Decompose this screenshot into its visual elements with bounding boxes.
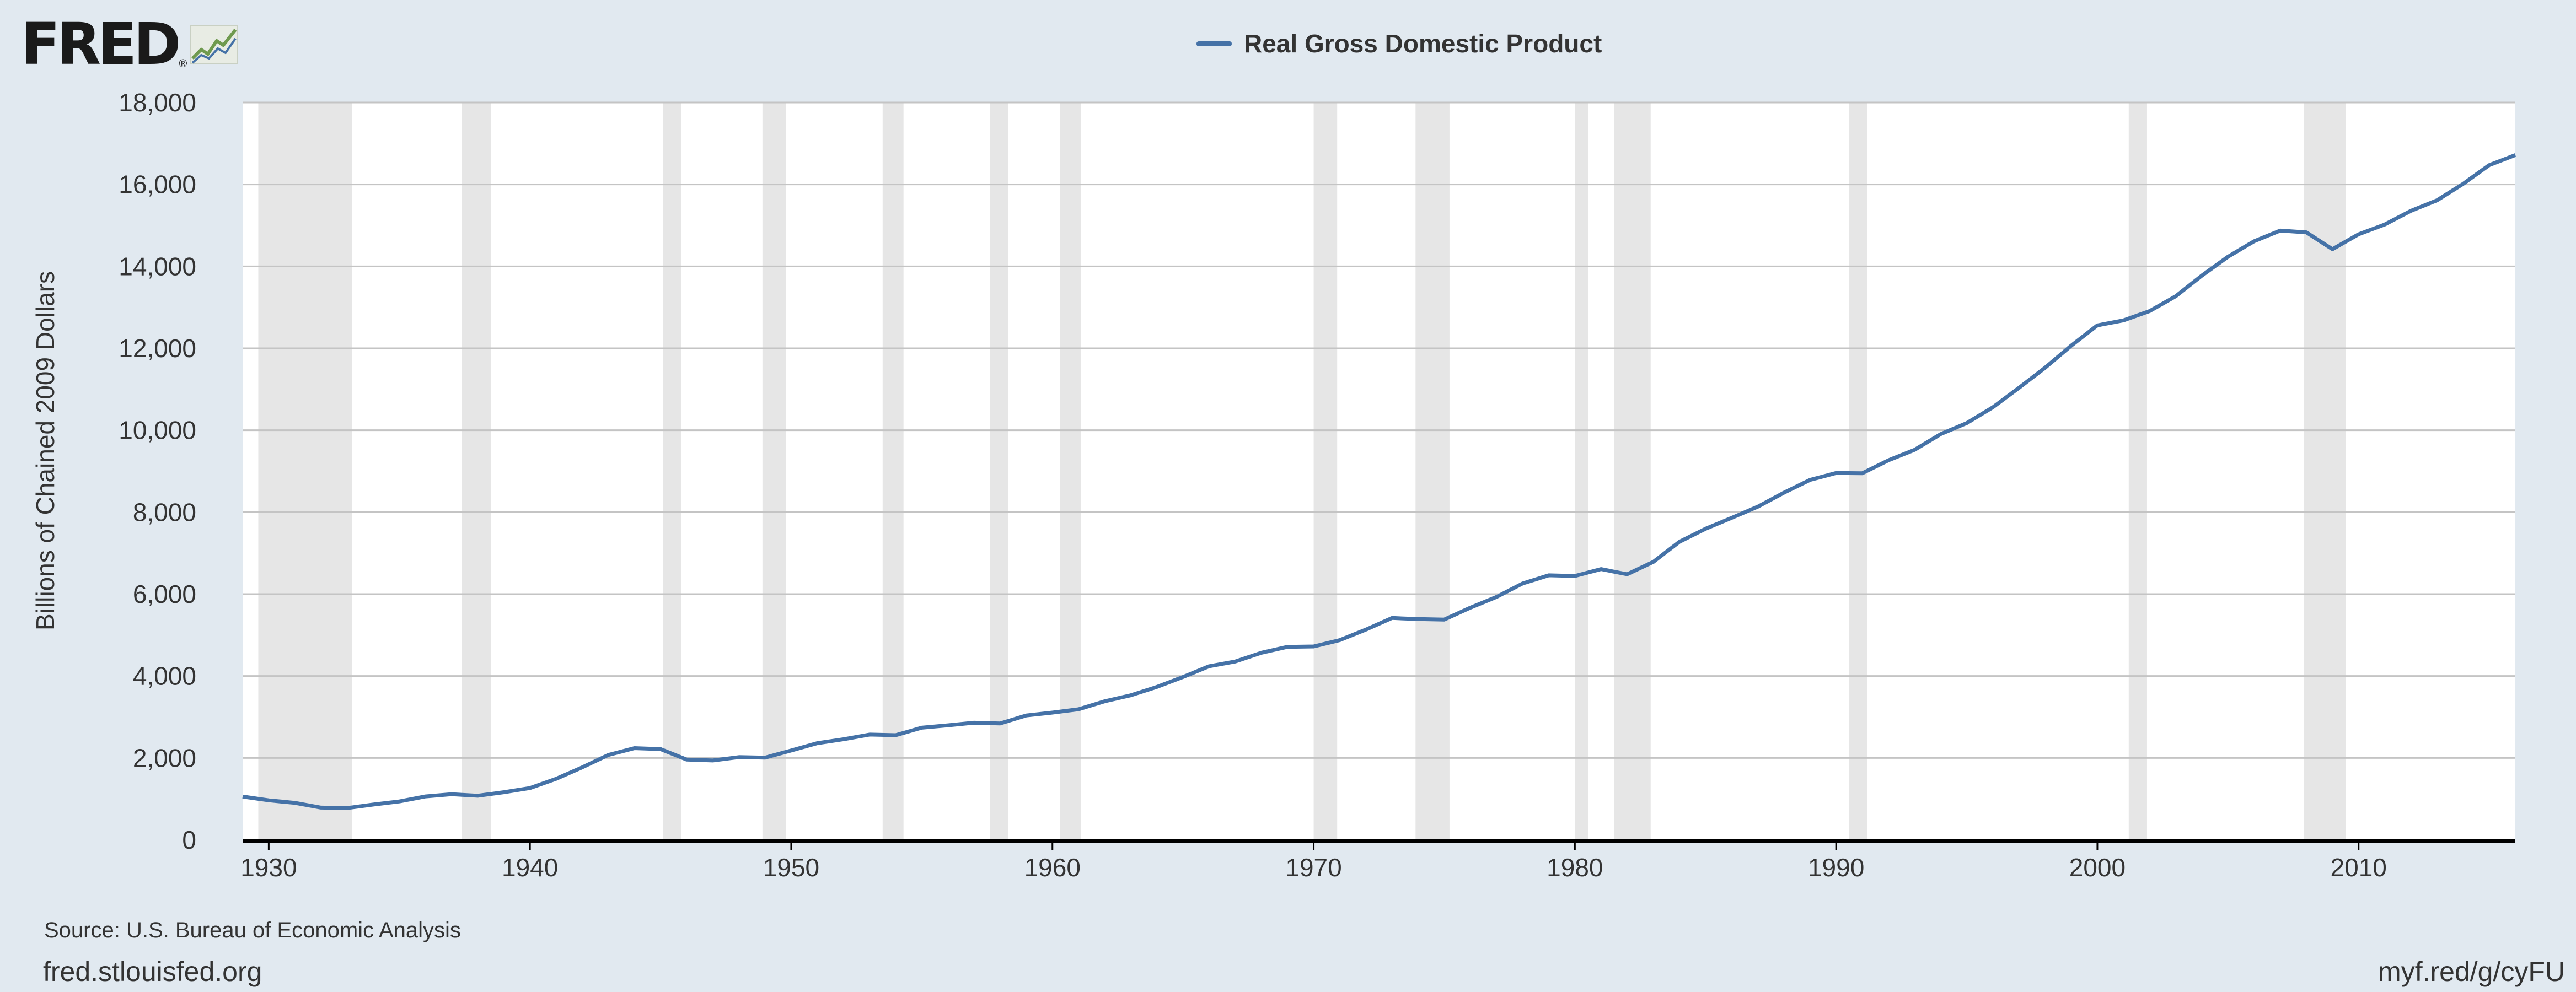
x-tick-label: 1950 bbox=[763, 853, 819, 882]
x-tick-label: 1930 bbox=[240, 853, 297, 882]
recession-band bbox=[1575, 103, 1588, 840]
series-line-real-gdp bbox=[242, 153, 2516, 810]
recession-band bbox=[258, 103, 352, 840]
recession-band bbox=[1060, 103, 1081, 840]
x-tick-label: 1960 bbox=[1024, 853, 1081, 882]
recession-band bbox=[990, 103, 1008, 840]
fred-logo[interactable]: FRED ® bbox=[21, 15, 240, 73]
x-tick-label: 2010 bbox=[2331, 853, 2387, 882]
registered-mark: ® bbox=[179, 58, 187, 70]
y-tick-label: 8,000 bbox=[133, 498, 196, 526]
logo-text: FRED bbox=[21, 10, 181, 78]
plot-area bbox=[243, 103, 2515, 840]
y-tick-label: 12,000 bbox=[119, 334, 196, 363]
recession-band bbox=[461, 103, 491, 840]
recession-band bbox=[2128, 103, 2147, 840]
trend-line-icon bbox=[190, 25, 239, 64]
y-tick-label: 18,000 bbox=[119, 88, 196, 117]
y-tick-label: 2,000 bbox=[133, 743, 196, 772]
short-link[interactable]: myf.red/g/cyFU bbox=[2378, 956, 2565, 987]
x-tick-label: 1940 bbox=[502, 853, 558, 882]
legend-line-swatch bbox=[1196, 41, 1232, 46]
x-tick-label: 1980 bbox=[1547, 853, 1603, 882]
y-axis-title: Billions of Chained 2009 Dollars bbox=[31, 271, 60, 631]
y-tick-label: 14,000 bbox=[119, 252, 196, 281]
y-tick-label: 16,000 bbox=[119, 170, 196, 199]
y-tick-label: 0 bbox=[182, 826, 196, 854]
recession-band bbox=[2304, 103, 2346, 840]
recession-band bbox=[762, 103, 786, 840]
recession-band bbox=[882, 103, 904, 840]
chart-legend[interactable]: Real Gross Domestic Product bbox=[1196, 29, 1602, 58]
recession-band bbox=[1415, 103, 1450, 840]
y-tick-label: 10,000 bbox=[119, 416, 196, 445]
recession-band bbox=[1313, 103, 1338, 840]
recession-band bbox=[1614, 103, 1651, 840]
y-tick-label: 6,000 bbox=[133, 580, 196, 608]
source-note: Source: U.S. Bureau of Economic Analysis bbox=[44, 918, 461, 942]
recession-band bbox=[663, 103, 681, 840]
x-tick-label: 1990 bbox=[1808, 853, 1864, 882]
x-tick-label: 2000 bbox=[2069, 853, 2126, 882]
site-link[interactable]: fred.stlouisfed.org bbox=[43, 956, 262, 987]
y-tick-label: 4,000 bbox=[133, 662, 196, 691]
x-tick-label: 1970 bbox=[1285, 853, 1341, 882]
legend-series-label: Real Gross Domestic Product bbox=[1244, 29, 1602, 58]
